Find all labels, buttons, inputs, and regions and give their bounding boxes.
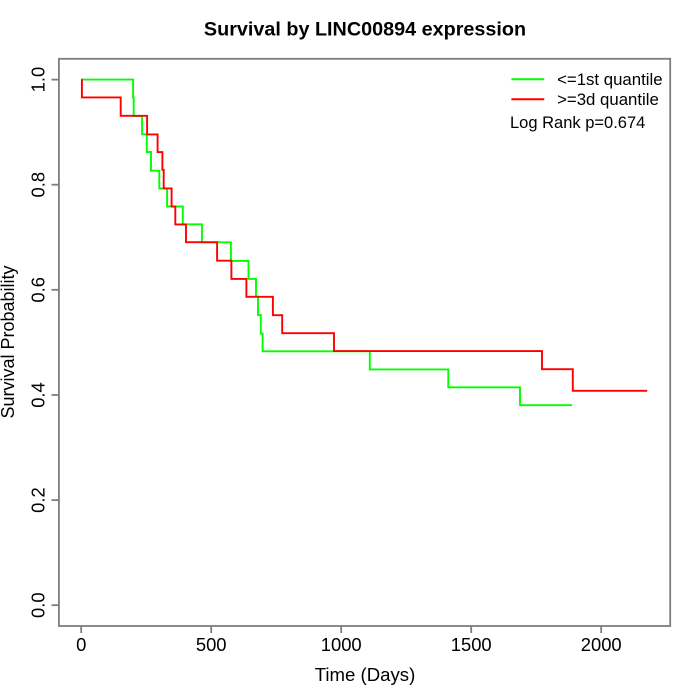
svg-text:>=3d quantile: >=3d quantile: [557, 90, 659, 109]
svg-text:<=1st quantile: <=1st quantile: [557, 70, 662, 89]
svg-text:1500: 1500: [451, 634, 492, 655]
svg-text:0.4: 0.4: [28, 382, 49, 408]
svg-text:2000: 2000: [581, 634, 622, 655]
svg-text:Survival by LINC00894 expressi: Survival by LINC00894 expression: [204, 18, 526, 40]
svg-text:Survival Probability: Survival Probability: [0, 265, 18, 418]
svg-text:0.6: 0.6: [28, 277, 49, 303]
svg-text:0.0: 0.0: [28, 592, 49, 618]
svg-text:Log Rank p=0.674: Log Rank p=0.674: [510, 114, 645, 132]
svg-text:1.0: 1.0: [28, 67, 49, 93]
svg-text:0.2: 0.2: [28, 487, 49, 513]
svg-text:Time (Days): Time (Days): [315, 664, 416, 685]
svg-text:500: 500: [196, 634, 227, 655]
svg-text:1000: 1000: [321, 634, 362, 655]
svg-text:0.8: 0.8: [28, 172, 49, 198]
svg-text:0: 0: [76, 634, 86, 655]
